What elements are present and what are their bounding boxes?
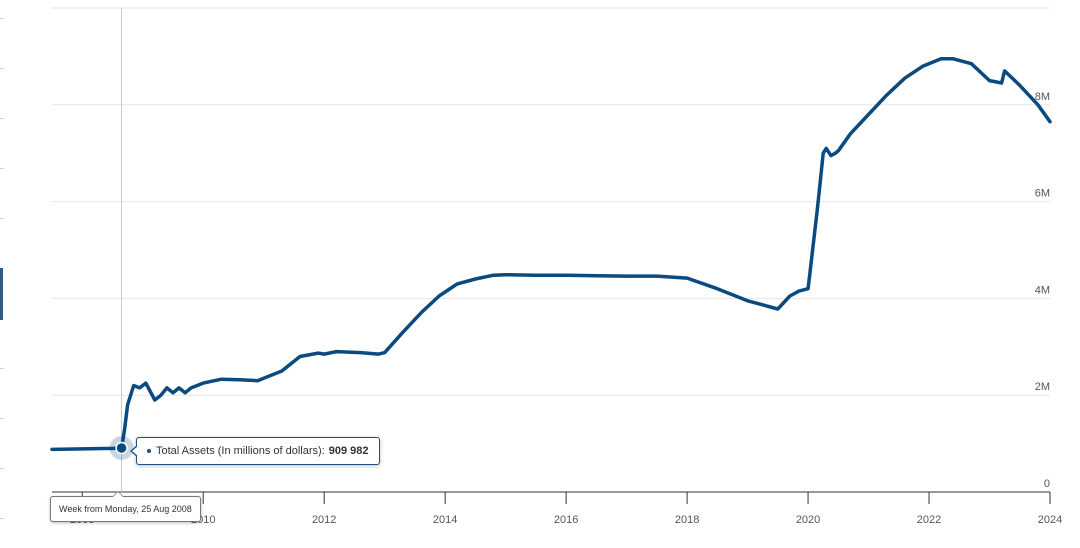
y-tick-label: 0 [1044, 478, 1050, 490]
x-tooltip-label: Week from Monday, 25 Aug 2008 [59, 504, 192, 514]
rail-tick [0, 468, 4, 469]
rail-tick [0, 18, 4, 19]
rail-tick [0, 68, 4, 69]
y-axis: 0 2M 4M 6M 8M [1035, 91, 1050, 490]
rail-tick [0, 368, 4, 369]
x-tick-label: 2014 [433, 514, 457, 526]
x-tick-label: 2012 [312, 514, 336, 526]
rail-tick [0, 418, 4, 419]
y-tick-label: 6M [1035, 188, 1050, 200]
series-dot-icon [147, 449, 151, 453]
x-axis-tooltip: Week from Monday, 25 Aug 2008 [50, 491, 201, 522]
rail-tick [0, 168, 4, 169]
x-tick-label: 2024 [1038, 514, 1062, 526]
tooltip-series-label: Total Assets (In millions of dollars): [156, 445, 325, 457]
series-total-assets[interactable] [50, 57, 1052, 452]
grid-lines [52, 7, 1050, 396]
x-tick-label: 2016 [554, 514, 578, 526]
series-tooltip: Total Assets (In millions of dollars): 9… [130, 437, 380, 465]
y-tick-label: 4M [1035, 284, 1050, 296]
x-tick-label: 2022 [917, 514, 941, 526]
left-navigation-rail [0, 0, 14, 548]
y-tick-label: 8M [1035, 91, 1050, 103]
hover-marker[interactable] [109, 435, 134, 460]
x-tick-label: 2018 [675, 514, 699, 526]
tooltip-value: 909 982 [328, 445, 369, 457]
x-axis: 200820102012201420162018202020222024 [52, 491, 1062, 526]
rail-tick [0, 118, 4, 119]
rail-tick [0, 218, 4, 219]
y-tick-label: 2M [1035, 381, 1050, 393]
rail-tick [0, 518, 4, 519]
hover-point [115, 441, 128, 455]
x-tick-label: 2020 [796, 514, 820, 526]
rail-active-indicator[interactable] [0, 268, 3, 320]
series-line [50, 57, 1052, 452]
